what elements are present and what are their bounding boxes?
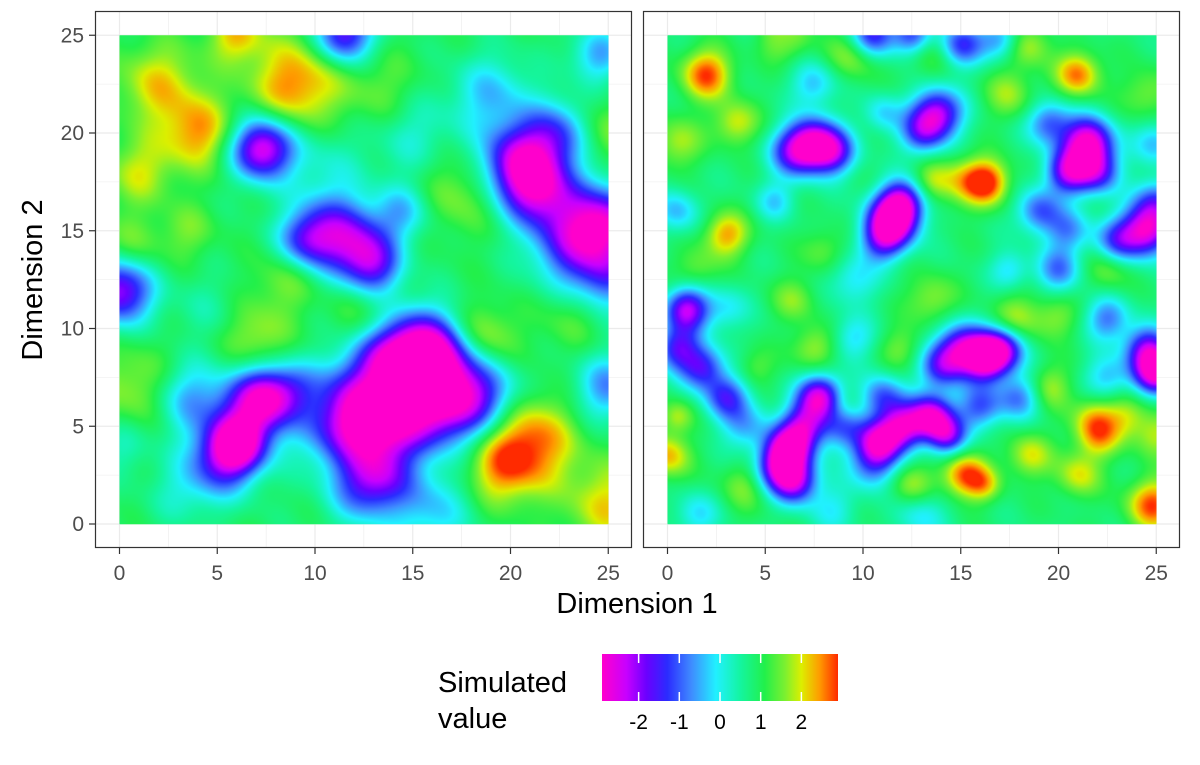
- y-tick-label: 25: [61, 24, 84, 47]
- panel-left: [94, 10, 633, 549]
- heatmap-raster-left: [119, 35, 609, 525]
- legend-title-line-1: Simulated: [438, 667, 567, 699]
- x-tick-label: 15: [401, 562, 424, 585]
- panel-border: [94, 10, 633, 549]
- y-tick-label: 10: [61, 318, 84, 341]
- x-tick-label: 10: [303, 562, 326, 585]
- panels-layer: [94, 10, 1181, 549]
- legend: Simulated value -2 -1 0 1 2: [438, 654, 838, 735]
- x-tick-label: 20: [1047, 562, 1070, 585]
- x-tick-label: 0: [114, 562, 126, 585]
- y-tick-label: 20: [61, 122, 84, 145]
- x-tick-label: 25: [597, 562, 620, 585]
- axes-layer: 0 5 10 15 20 25 0 5 10 15 20 25 0 5 10 15 20 25: [61, 24, 1168, 585]
- panel-right: [642, 10, 1181, 549]
- x-tick-label: 5: [759, 562, 771, 585]
- x-tick-label: 25: [1145, 562, 1168, 585]
- legend-tick-label: 2: [796, 711, 808, 734]
- y-axis-title: Dimension 2: [17, 199, 49, 360]
- legend-tick-label: 0: [714, 711, 726, 734]
- x-axis-title: Dimension 1: [556, 588, 717, 620]
- legend-tick-label: 1: [755, 711, 767, 734]
- heatmap-raster-right: [667, 35, 1157, 525]
- legend-ticks: -2 -1 0 1 2: [629, 654, 807, 734]
- x-tick-label: 10: [851, 562, 874, 585]
- x-tick-label: 20: [499, 562, 522, 585]
- y-tick-label: 0: [72, 513, 84, 536]
- legend-tick-label: -2: [629, 711, 648, 734]
- legend-tick-label: -1: [670, 711, 689, 734]
- x-tick-label: 0: [662, 562, 674, 585]
- x-tick-label: 15: [949, 562, 972, 585]
- y-tick-label: 15: [61, 220, 84, 243]
- y-tick-label: 5: [72, 415, 84, 438]
- legend-title-line-2: value: [438, 703, 507, 735]
- panel-border: [642, 10, 1181, 549]
- x-tick-label: 5: [211, 562, 223, 585]
